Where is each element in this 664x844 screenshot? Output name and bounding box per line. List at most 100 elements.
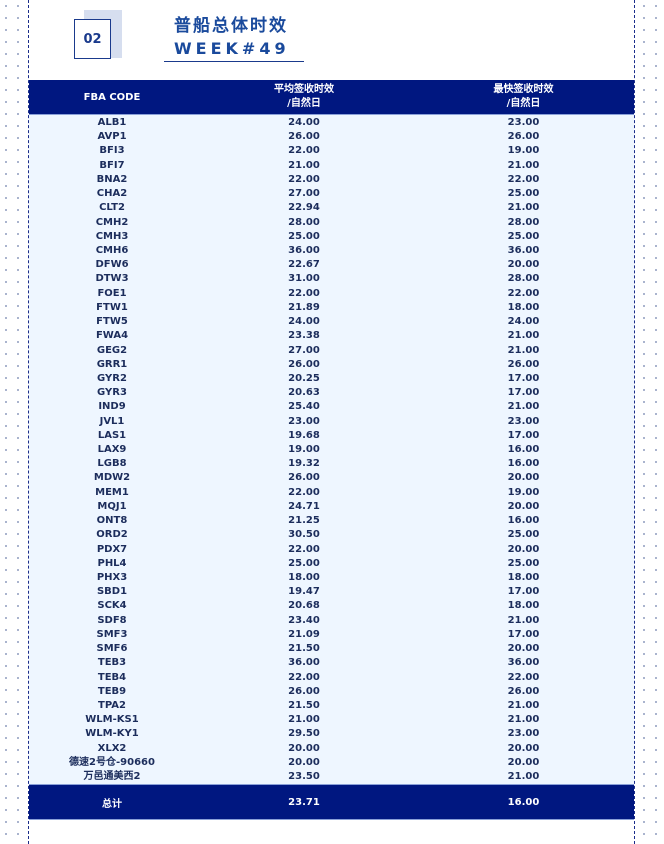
fba-code-cell: TEB9 bbox=[97, 685, 127, 697]
fastest-time-cell: 19.00 bbox=[507, 145, 540, 157]
total-fastest-time: 16.00 bbox=[507, 796, 540, 808]
avg-time-cell: 21.00 bbox=[288, 714, 320, 726]
fba-code-cell: SMF6 bbox=[96, 643, 128, 655]
fba-code-cell: CHA2 bbox=[96, 188, 128, 200]
fba-code-cell: PHL4 bbox=[97, 557, 127, 569]
fastest-time-cell: 20.00 bbox=[507, 472, 540, 484]
fba-code-cell: DTW3 bbox=[95, 273, 129, 285]
avg-time-cell: 30.50 bbox=[288, 529, 320, 541]
fastest-time-cell: 26.00 bbox=[507, 358, 540, 370]
avg-time-cell: 26.00 bbox=[288, 358, 320, 370]
table-row: JVL1 23.00 23.00 bbox=[29, 415, 634, 429]
fba-code-cell: ONT8 bbox=[96, 515, 128, 527]
table-row: FTW1 21.89 18.00 bbox=[29, 301, 634, 315]
fba-code-cell: GRR1 bbox=[96, 358, 128, 370]
fastest-time-cell: 20.00 bbox=[507, 259, 540, 271]
table-row: IND9 25.40 21.00 bbox=[29, 400, 634, 414]
fastest-time-cell: 17.00 bbox=[507, 628, 540, 640]
header-avg-time-unit: /自然日 bbox=[287, 98, 321, 109]
table-row: GRR1 26.00 26.00 bbox=[29, 358, 634, 372]
fba-code-cell: JVL1 bbox=[99, 415, 125, 427]
fastest-time-cell: 23.00 bbox=[507, 415, 540, 427]
avg-time-cell: 21.09 bbox=[288, 628, 320, 640]
fba-code-cell: TPA2 bbox=[98, 699, 126, 711]
fba-code-cell: BFI7 bbox=[99, 159, 125, 171]
table-row: MDW2 26.00 20.00 bbox=[29, 471, 634, 485]
dot-pattern-right bbox=[638, 0, 664, 844]
fba-code-cell: LGB8 bbox=[97, 458, 127, 470]
table-row: TEB4 22.00 22.00 bbox=[29, 671, 634, 685]
avg-time-cell: 22.00 bbox=[288, 145, 320, 157]
fba-code-cell: CMH6 bbox=[95, 244, 129, 256]
table-row: MEM1 22.00 19.00 bbox=[29, 486, 634, 500]
fastest-time-cell: 18.00 bbox=[507, 600, 540, 612]
header-fba-code: FBA CODE bbox=[83, 91, 141, 103]
table-row: TPA2 21.50 21.00 bbox=[29, 699, 634, 713]
avg-time-cell: 22.00 bbox=[288, 486, 320, 498]
avg-time-cell: 27.00 bbox=[288, 188, 320, 200]
table-row: LAS1 19.68 17.00 bbox=[29, 429, 634, 443]
fastest-time-cell: 17.00 bbox=[507, 586, 540, 598]
fba-code-cell: MEM1 bbox=[95, 486, 129, 498]
fba-code-cell: PDX7 bbox=[96, 543, 128, 555]
avg-time-cell: 19.00 bbox=[288, 444, 320, 456]
fastest-time-cell: 25.00 bbox=[507, 230, 540, 242]
fastest-time-cell: 17.00 bbox=[507, 429, 540, 441]
fba-code-cell: 万邑通美西2 bbox=[83, 771, 141, 783]
table-row: 万邑通美西2 23.50 21.00 bbox=[29, 770, 634, 784]
table-row: GEG2 27.00 21.00 bbox=[29, 344, 634, 358]
fba-code-cell: FWA4 bbox=[95, 330, 129, 342]
fba-code-cell: GYR2 bbox=[97, 372, 127, 384]
fastest-time-cell: 23.00 bbox=[507, 728, 540, 740]
fba-code-cell: ALB1 bbox=[97, 117, 127, 128]
avg-time-cell: 22.00 bbox=[288, 671, 320, 683]
fba-code-cell: GYR3 bbox=[97, 387, 127, 399]
table-row: DFW6 22.67 20.00 bbox=[29, 258, 634, 272]
table-row: BFI7 21.00 21.00 bbox=[29, 159, 634, 173]
fastest-time-cell: 16.00 bbox=[507, 458, 540, 470]
fastest-time-cell: 25.00 bbox=[507, 529, 540, 541]
table-row: MQJ1 24.71 20.00 bbox=[29, 500, 634, 514]
fba-code-cell: TEB3 bbox=[97, 657, 127, 669]
fba-code-cell: IND9 bbox=[98, 401, 126, 413]
fastest-time-cell: 21.00 bbox=[507, 699, 540, 711]
dot-pattern-left bbox=[0, 0, 26, 844]
fastest-time-cell: 18.00 bbox=[507, 572, 540, 583]
fastest-time-cell: 22.00 bbox=[507, 671, 540, 683]
table-row: XLX2 20.00 20.00 bbox=[29, 742, 634, 756]
delivery-time-table: FBA CODE 平均签收时效 /自然日 最快签收时效 /自然日 ALB1 24.… bbox=[29, 80, 634, 821]
fastest-time-cell: 21.00 bbox=[507, 330, 540, 342]
table-total-row: 总计 23.71 16.00 bbox=[29, 784, 634, 821]
fba-code-cell: XLX2 bbox=[97, 742, 127, 754]
table-row: ORD2 30.50 25.00 bbox=[29, 528, 634, 542]
table-row: AVP1 26.00 26.00 bbox=[29, 130, 634, 144]
fba-code-cell: SBD1 bbox=[96, 586, 128, 598]
table-row: SBD1 19.47 17.00 bbox=[29, 585, 634, 599]
fastest-time-cell: 20.00 bbox=[507, 742, 540, 754]
table-row: CMH3 25.00 25.00 bbox=[29, 230, 634, 244]
fastest-time-cell: 20.00 bbox=[507, 643, 540, 655]
fba-code-cell: MDW2 bbox=[93, 472, 131, 484]
avg-time-cell: 23.40 bbox=[288, 614, 320, 626]
section-number-badge: 02 bbox=[74, 19, 111, 59]
table-row: CMH6 36.00 36.00 bbox=[29, 244, 634, 258]
fastest-time-cell: 28.00 bbox=[507, 273, 540, 285]
avg-time-cell: 25.00 bbox=[288, 230, 320, 242]
avg-time-cell: 27.00 bbox=[288, 344, 320, 356]
week-label: WEEK#49 bbox=[174, 39, 290, 58]
table-row: FWA4 23.38 21.00 bbox=[29, 329, 634, 343]
avg-time-cell: 21.89 bbox=[288, 301, 320, 313]
table-row: GYR2 20.25 17.00 bbox=[29, 372, 634, 386]
fastest-time-cell: 17.00 bbox=[507, 372, 540, 384]
fastest-time-cell: 21.00 bbox=[507, 401, 540, 413]
table-row: LGB8 19.32 16.00 bbox=[29, 457, 634, 471]
fba-code-cell: DFW6 bbox=[95, 259, 129, 271]
table-header: FBA CODE 平均签收时效 /自然日 最快签收时效 /自然日 bbox=[29, 80, 634, 115]
table-row: DTW3 31.00 28.00 bbox=[29, 272, 634, 286]
avg-time-cell: 22.67 bbox=[288, 259, 320, 271]
avg-time-cell: 20.68 bbox=[288, 600, 320, 612]
fastest-time-cell: 36.00 bbox=[507, 657, 540, 669]
fastest-time-cell: 21.00 bbox=[507, 614, 540, 626]
table-row: ONT8 21.25 16.00 bbox=[29, 514, 634, 528]
avg-time-cell: 20.63 bbox=[288, 387, 320, 399]
